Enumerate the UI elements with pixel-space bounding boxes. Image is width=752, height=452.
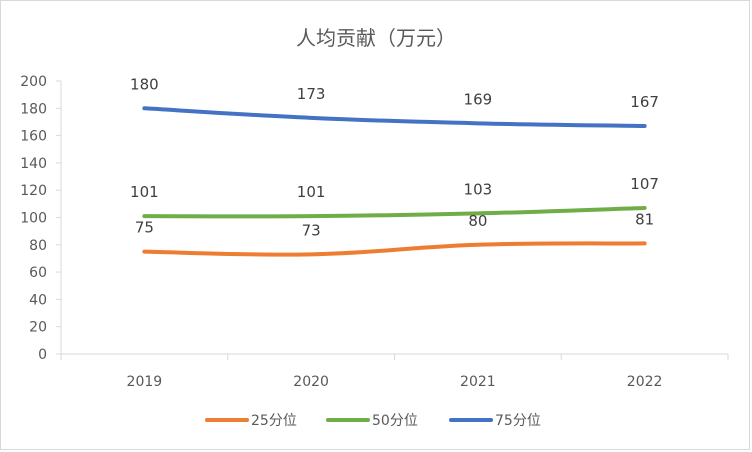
y-tick-label: 180 (20, 101, 47, 117)
data-label: 101 (130, 183, 159, 201)
y-tick-label: 120 (20, 183, 47, 199)
series-line-75分位 (142, 106, 647, 129)
data-label: 81 (635, 210, 654, 228)
data-labels: 75 73 80 81 101 101 103 107 180 173 169 167 (130, 75, 659, 239)
x-tick-label: 2022 (627, 374, 663, 390)
data-label: 103 (464, 180, 493, 198)
y-tick-label: 140 (20, 156, 47, 172)
x-tick-label: 2021 (460, 374, 496, 390)
chart-title: 人均贡献（万元） (296, 26, 456, 50)
data-label: 180 (130, 75, 159, 93)
y-tick-label: 60 (29, 265, 47, 281)
legend-label: 75分位 (495, 413, 541, 429)
legend-label: 25分位 (251, 413, 297, 429)
axes: 0 20 40 60 80 100 120 140 160 180 200 2019 2020 2021 2… (20, 74, 729, 390)
x-tick-label: 2019 (127, 374, 163, 390)
legend: 25分位 50分位 75分位 (205, 413, 541, 429)
data-label: 101 (297, 183, 326, 201)
data-label: 80 (468, 212, 487, 230)
data-label: 169 (464, 90, 493, 108)
y-tick-label: 20 (29, 320, 47, 336)
y-tick-label: 200 (20, 74, 47, 90)
y-tick-label: 40 (29, 292, 47, 308)
y-tick-label: 100 (20, 211, 47, 227)
data-label: 167 (630, 93, 659, 111)
series-layer (142, 106, 647, 257)
y-tick-label: 160 (20, 129, 47, 145)
y-tick-label: 80 (29, 238, 47, 254)
series-line-25分位 (142, 241, 647, 257)
data-label: 75 (135, 219, 154, 237)
legend-label: 50分位 (372, 413, 418, 429)
x-tick-label: 2020 (293, 374, 329, 390)
data-label: 73 (302, 221, 321, 239)
series-line-50分位 (142, 205, 647, 219)
data-label: 173 (297, 85, 326, 103)
data-label: 107 (630, 175, 659, 193)
y-tick-label: 0 (38, 347, 47, 363)
